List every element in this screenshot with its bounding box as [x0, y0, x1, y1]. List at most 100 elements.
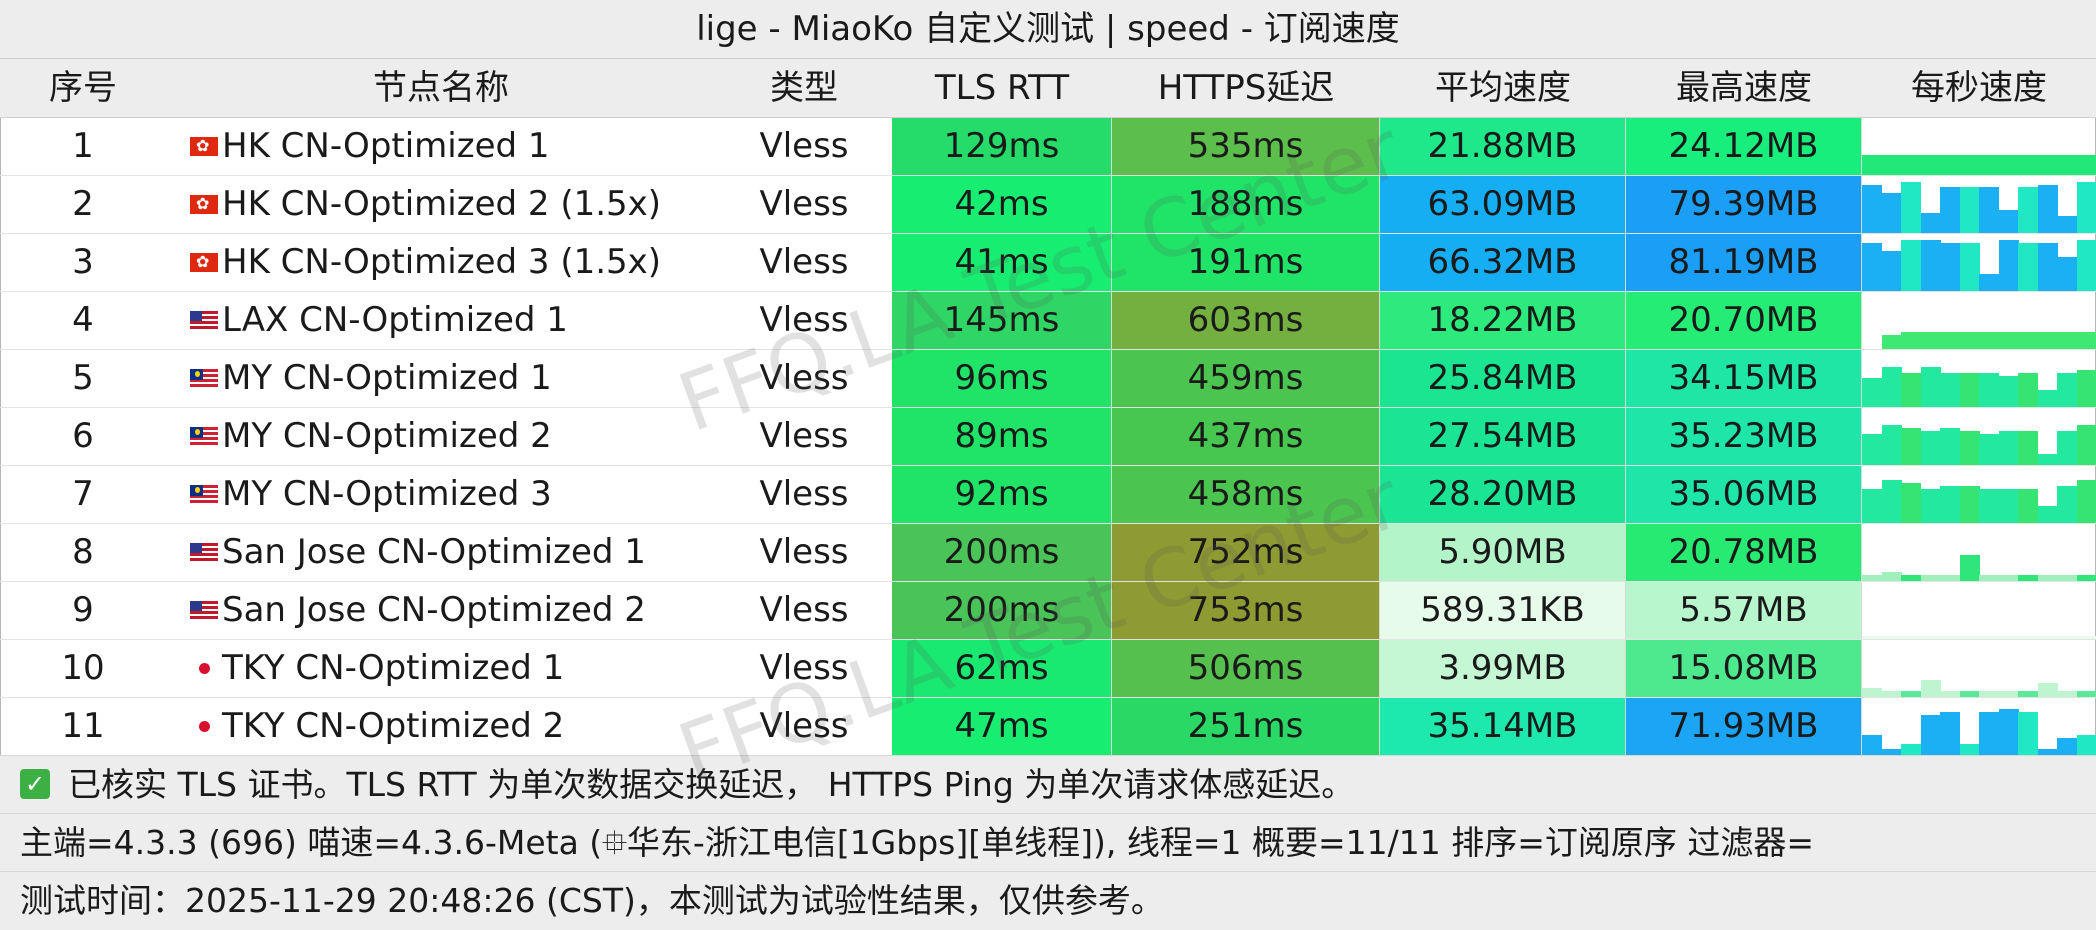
row-index: 7 [72, 474, 94, 514]
row-index: 10 [61, 648, 105, 688]
sparkline-bar [2057, 636, 2077, 639]
sparkline-bar [1979, 575, 1999, 581]
sparkline-bar [2037, 243, 2058, 291]
sparkline-bar [1959, 691, 1980, 697]
header-type: 类型 [770, 68, 838, 108]
table-header: 序号 节点名称 类型 TLS RTT HTTPS延迟 平均速度 最高速度 每秒速… [0, 59, 2096, 118]
sparkline-bar [1998, 575, 2019, 581]
row-node-name: MY CN-Optimized 2 [222, 416, 552, 456]
flag-jp-icon [190, 659, 218, 678]
header-node-name: 节点名称 [373, 68, 509, 108]
sparkline-bar [1881, 335, 1902, 349]
row-tls-rtt: 47ms [892, 698, 1112, 755]
table-row: 6 MY CN-Optimized 2 Vless 89ms 437ms 27.54MB 3… [0, 408, 2096, 466]
sparkline-bar [1959, 155, 1980, 175]
row-https-delay: 188ms [1112, 176, 1380, 233]
flag-hk-icon [190, 194, 218, 214]
sparkline-bar [2057, 691, 2077, 697]
row-tls-rtt: 42ms [892, 176, 1112, 233]
sparkline-bar [2037, 506, 2058, 523]
sparkline-bar [2037, 749, 2058, 755]
sparkline-bar [1979, 373, 1999, 407]
row-https-delay: 458ms [1112, 466, 1380, 523]
row-max-speed: 71.93MB [1626, 698, 1862, 755]
sparkline-bar [1862, 243, 1882, 291]
flag-my-icon [190, 369, 218, 388]
row-node-name: HK CN-Optimized 3 (1.5x) [222, 242, 662, 282]
row-avg-speed: 21.88MB [1380, 118, 1626, 175]
sparkline-bar [1940, 575, 1960, 581]
sparkline-bar [1901, 373, 1921, 407]
sparkline-bar [2057, 155, 2077, 175]
sparkline-bar [1998, 489, 2019, 523]
sparkline-bar [1940, 373, 1960, 407]
sparkline-bar [1881, 155, 1902, 175]
row-type: Vless [759, 474, 849, 514]
table-row: 11 TKY CN-Optimized 2 Vless 47ms 251ms 35.14M… [0, 698, 2096, 756]
sparkline-bar [2037, 575, 2058, 581]
sparkline-bar [1959, 332, 1980, 349]
sparkline-bar [2057, 738, 2077, 755]
sparkline-bar [1881, 367, 1902, 407]
sparkline-bar [2076, 332, 2096, 349]
row-tls-rtt: 200ms [892, 582, 1112, 639]
sparkline-bar [2037, 683, 2058, 697]
sparkline-bar [1959, 431, 1980, 465]
row-tls-rtt: 89ms [892, 408, 1112, 465]
footer-info: 主端=4.3.3 (696) 喵速=4.3.6-Meta (⯐华东-浙江电信[1… [0, 813, 2096, 871]
row-max-speed: 5.57MB [1626, 582, 1862, 639]
row-avg-speed: 28.20MB [1380, 466, 1626, 523]
sparkline-bar [2018, 431, 2038, 465]
sparkline-bar [1940, 486, 1960, 523]
sparkline-bar [2018, 712, 2038, 755]
header-tls-rtt: TLS RTT [934, 68, 1070, 108]
sparkline-bar [2057, 373, 2077, 407]
sparkline-bar [1881, 251, 1902, 291]
row-tls-rtt: 200ms [892, 524, 1112, 581]
sparkline-bar [1862, 735, 1882, 755]
sparkline-bar [2076, 636, 2096, 639]
sparkline-bar [1920, 367, 1941, 407]
sparkline-bar [2037, 454, 2058, 465]
row-node-name: HK CN-Optimized 1 [222, 126, 550, 166]
row-type: Vless [759, 648, 849, 688]
row-type: Vless [759, 242, 849, 282]
row-https-delay: 251ms [1112, 698, 1380, 755]
table-row: 8 San Jose CN-Optimized 1 Vless 200ms 752ms 5… [0, 524, 2096, 582]
speed-sparkline [1862, 698, 2096, 755]
sparkline-bar [1881, 425, 1902, 465]
row-https-delay: 437ms [1112, 408, 1380, 465]
sparkline-bar [1998, 332, 2019, 349]
sparkline-bar [1862, 434, 1882, 465]
sparkline-bar [2076, 240, 2096, 291]
sparkline-bar [1940, 155, 1960, 175]
sparkline-bar [1979, 155, 1999, 175]
table-row: 9 San Jose CN-Optimized 2 Vless 200ms 753ms 5… [0, 582, 2096, 640]
flag-us-icon [190, 543, 218, 562]
speed-sparkline [1862, 292, 2096, 349]
sparkline-bar [1920, 489, 1941, 523]
sparkline-bar [1862, 636, 1882, 639]
sparkline-bar [1998, 691, 2019, 697]
row-https-delay: 459ms [1112, 350, 1380, 407]
sparkline-bar [1959, 486, 1980, 523]
sparkline-bar [1920, 213, 1941, 233]
sparkline-bar [2018, 187, 2038, 233]
row-index: 2 [72, 184, 94, 224]
header-max-speed: 最高速度 [1676, 68, 1812, 108]
flag-us-icon [190, 601, 218, 620]
row-avg-speed: 27.54MB [1380, 408, 1626, 465]
sparkline-bar [2076, 155, 2096, 175]
sparkline-bar [1998, 210, 2019, 233]
row-node-name: MY CN-Optimized 1 [222, 358, 552, 398]
sparkline-bar [2018, 575, 2038, 581]
speed-sparkline [1862, 118, 2096, 175]
sparkline-bar [1862, 489, 1882, 523]
row-type: Vless [759, 358, 849, 398]
row-tls-rtt: 92ms [892, 466, 1112, 523]
sparkline-bar [2037, 636, 2058, 639]
sparkline-bar [1881, 572, 1902, 581]
sparkline-bar [1979, 434, 1999, 465]
row-https-delay: 506ms [1112, 640, 1380, 697]
row-max-speed: 34.15MB [1626, 350, 1862, 407]
